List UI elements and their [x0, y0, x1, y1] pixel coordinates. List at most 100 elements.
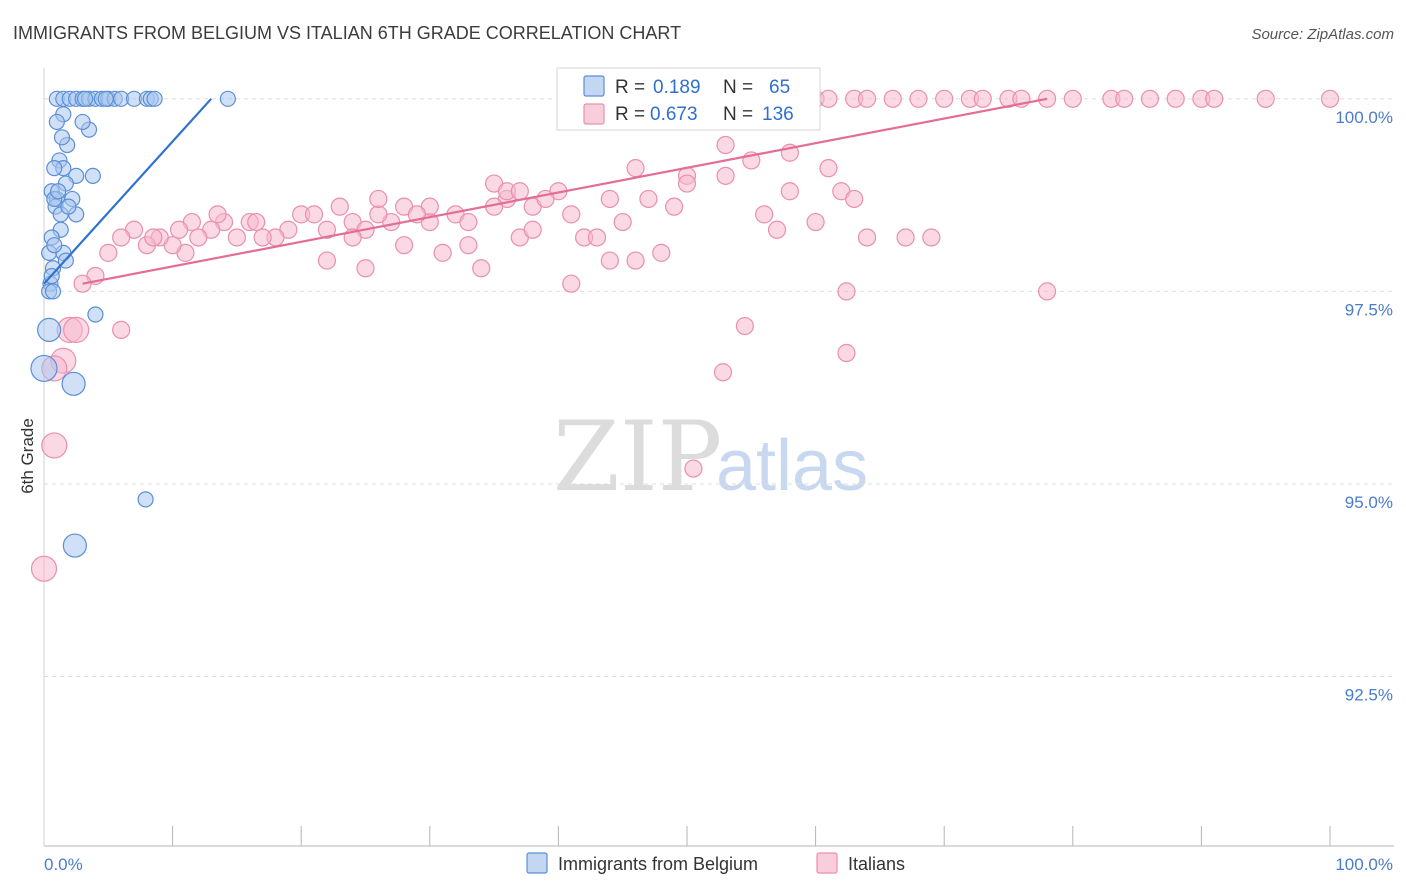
- data-point-italians: [1037, 282, 1057, 301]
- watermark-zip: ZIP: [553, 401, 722, 513]
- data-point-italians: [883, 89, 902, 108]
- data-point-belgium: [48, 113, 65, 131]
- trend-line-belgium: [43, 98, 212, 285]
- legend-r-label-italians: R =: [615, 104, 645, 125]
- data-point-belgium: [53, 129, 71, 146]
- data-point-italians: [1115, 89, 1134, 108]
- data-point-belgium: [46, 237, 63, 254]
- data-point-italians: [819, 159, 838, 178]
- data-point-italians: [304, 205, 324, 224]
- data-point-italians: [684, 459, 703, 478]
- data-point-italians: [973, 89, 992, 108]
- data-point-italians: [857, 89, 877, 108]
- data-point-italians: [677, 174, 697, 193]
- data-point-belgium: [74, 113, 91, 131]
- data-point-italians: [837, 282, 856, 301]
- legend-swatch-belgium: [583, 75, 605, 97]
- y-axis-tick-labels: 92.5% 95.0% 97.5% 100.0%: [1335, 108, 1393, 705]
- data-point-belgium: [61, 371, 86, 396]
- data-point-italians: [767, 220, 787, 239]
- data-point-belgium: [60, 198, 77, 215]
- data-point-italians: [1320, 89, 1340, 108]
- data-point-italians: [806, 212, 825, 232]
- data-point-belgium: [84, 167, 101, 184]
- data-point-italians: [626, 159, 645, 178]
- series-legend: Immigrants from Belgium Italians: [526, 852, 905, 874]
- data-point-italians: [356, 259, 375, 278]
- legend-label-italians: Italians: [848, 854, 905, 874]
- data-point-italians: [208, 205, 227, 224]
- x-tick-label: 100.0%: [1335, 855, 1393, 874]
- data-point-belgium: [97, 90, 114, 107]
- data-point-belgium: [137, 491, 154, 508]
- data-point-italians: [735, 316, 754, 336]
- data-point-belgium: [146, 90, 163, 107]
- data-point-italians: [63, 316, 90, 344]
- data-point-belgium: [37, 317, 62, 343]
- legend-r-value-belgium: 0.189: [653, 77, 701, 98]
- data-point-italians: [837, 343, 856, 363]
- data-point-belgium: [87, 306, 104, 323]
- data-point-italians: [1166, 89, 1185, 108]
- data-point-italians: [587, 228, 607, 247]
- data-point-italians: [780, 182, 799, 201]
- series-belgium-points: [30, 90, 236, 558]
- data-point-italians: [523, 220, 542, 239]
- data-point-italians: [112, 228, 131, 247]
- data-point-italians: [665, 197, 684, 216]
- data-point-italians: [394, 236, 414, 255]
- data-point-belgium: [77, 90, 94, 107]
- y-tick-label: 100.0%: [1335, 108, 1393, 127]
- data-point-italians: [935, 89, 954, 108]
- x-axis-ticks: [172, 826, 1331, 846]
- data-point-italians: [369, 205, 388, 224]
- data-point-italians: [1205, 89, 1224, 108]
- legend-r-value-italians: 0.673: [650, 104, 698, 125]
- legend-n-label-belgium: N =: [723, 77, 753, 98]
- gridlines: [44, 98, 1394, 678]
- data-point-italians: [317, 251, 337, 270]
- data-point-italians: [472, 259, 491, 278]
- data-point-italians: [896, 228, 915, 247]
- legend-swatch-belgium-bottom: [526, 852, 548, 874]
- data-point-italians: [253, 228, 272, 247]
- y-tick-label: 95.0%: [1345, 493, 1393, 512]
- data-point-italians: [600, 251, 619, 270]
- chart-source: Source: ZipAtlas.com: [1251, 26, 1394, 43]
- legend-n-label-italians: N =: [723, 104, 753, 125]
- data-point-italians: [819, 89, 838, 108]
- data-point-italians: [169, 220, 189, 239]
- legend-swatch-italians-bottom: [816, 852, 838, 874]
- trend-line-italians: [82, 97, 1048, 285]
- data-point-italians: [330, 197, 349, 216]
- data-point-italians: [1140, 89, 1160, 108]
- data-point-italians: [613, 212, 632, 232]
- trend-lines: [43, 97, 1048, 285]
- data-point-italians: [112, 320, 131, 340]
- data-point-italians: [716, 135, 735, 155]
- data-point-italians: [99, 243, 118, 262]
- data-point-italians: [189, 228, 208, 247]
- data-point-italians: [626, 251, 645, 270]
- data-point-italians: [909, 89, 928, 108]
- data-point-italians: [41, 432, 68, 459]
- data-point-italians: [1063, 89, 1082, 108]
- correlation-legend: R = 0.189 N = 65 R = 0.673 N = 136: [556, 67, 821, 131]
- data-point-belgium: [30, 354, 58, 383]
- data-point-belgium: [50, 183, 67, 200]
- x-tick-label: 0.0%: [44, 855, 83, 874]
- data-point-italians: [755, 205, 774, 224]
- data-point-italians: [562, 274, 581, 293]
- series-italians-points: [30, 89, 1340, 582]
- data-point-italians: [30, 555, 58, 582]
- data-point-italians: [713, 363, 733, 382]
- data-point-italians: [144, 228, 163, 247]
- data-point-belgium: [44, 283, 62, 300]
- data-point-italians: [317, 220, 337, 239]
- data-point-italians: [433, 243, 452, 262]
- x-axis-tick-labels: 0.0% 100.0%: [44, 855, 1393, 874]
- data-point-italians: [639, 189, 658, 209]
- legend-n-value-belgium: 65: [769, 77, 790, 98]
- legend-r-label-belgium: R =: [615, 77, 645, 98]
- data-point-italians: [845, 189, 864, 209]
